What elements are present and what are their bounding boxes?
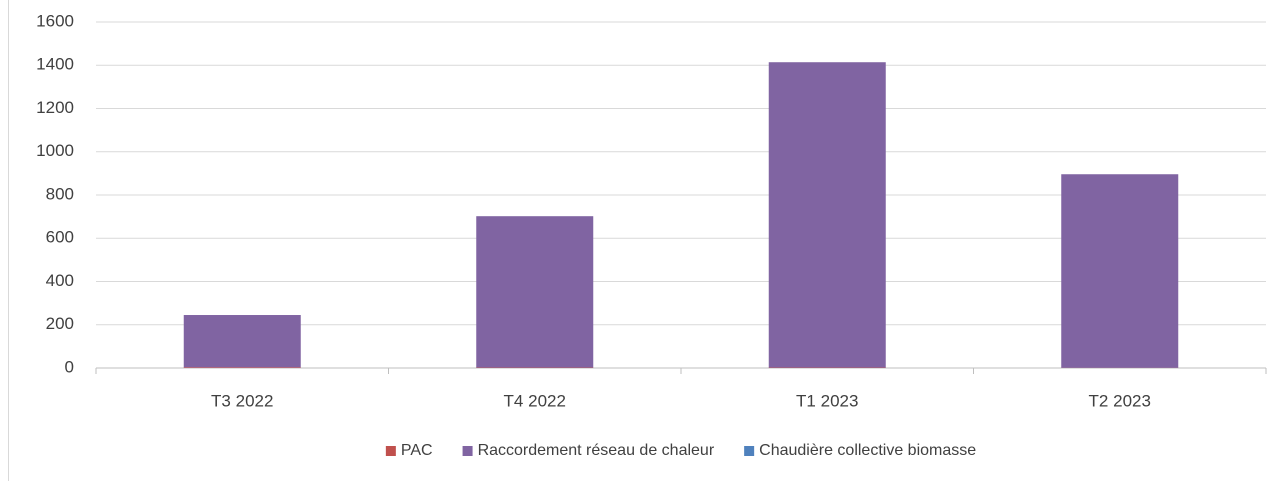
y-tick-label: 1200 [36,98,74,117]
bar-segment [183,315,301,368]
x-tick-label: T1 2023 [796,391,858,410]
y-tick-label: 1000 [36,141,74,160]
legend-label: Chaudière collective biomasse [759,442,976,459]
x-tick-label: T3 2022 [211,391,273,410]
y-tick-label: 0 [65,357,74,376]
bar-segment [1061,174,1179,368]
legend-swatch [744,446,755,456]
y-tick-label: 400 [46,271,74,290]
bar-segment [476,216,594,368]
legend-label: PAC [401,442,433,459]
x-tick-label: T4 2022 [504,391,566,410]
y-tick-label: 1400 [36,55,74,74]
bar-segment [768,62,886,368]
y-tick-label: 200 [46,314,74,333]
legend-swatch [462,446,473,456]
y-tick-label: 1600 [36,11,74,30]
y-tick-label: 800 [46,184,74,203]
legend-swatch [385,446,396,456]
legend: PAC Raccordement réseau de chaleur Chaudiè… [385,442,976,459]
y-tick-label: 600 [46,228,74,247]
bar-segment [183,367,301,368]
x-tick-label: T2 2023 [1089,391,1151,410]
legend-label: Raccordement réseau de chaleur [478,442,715,459]
